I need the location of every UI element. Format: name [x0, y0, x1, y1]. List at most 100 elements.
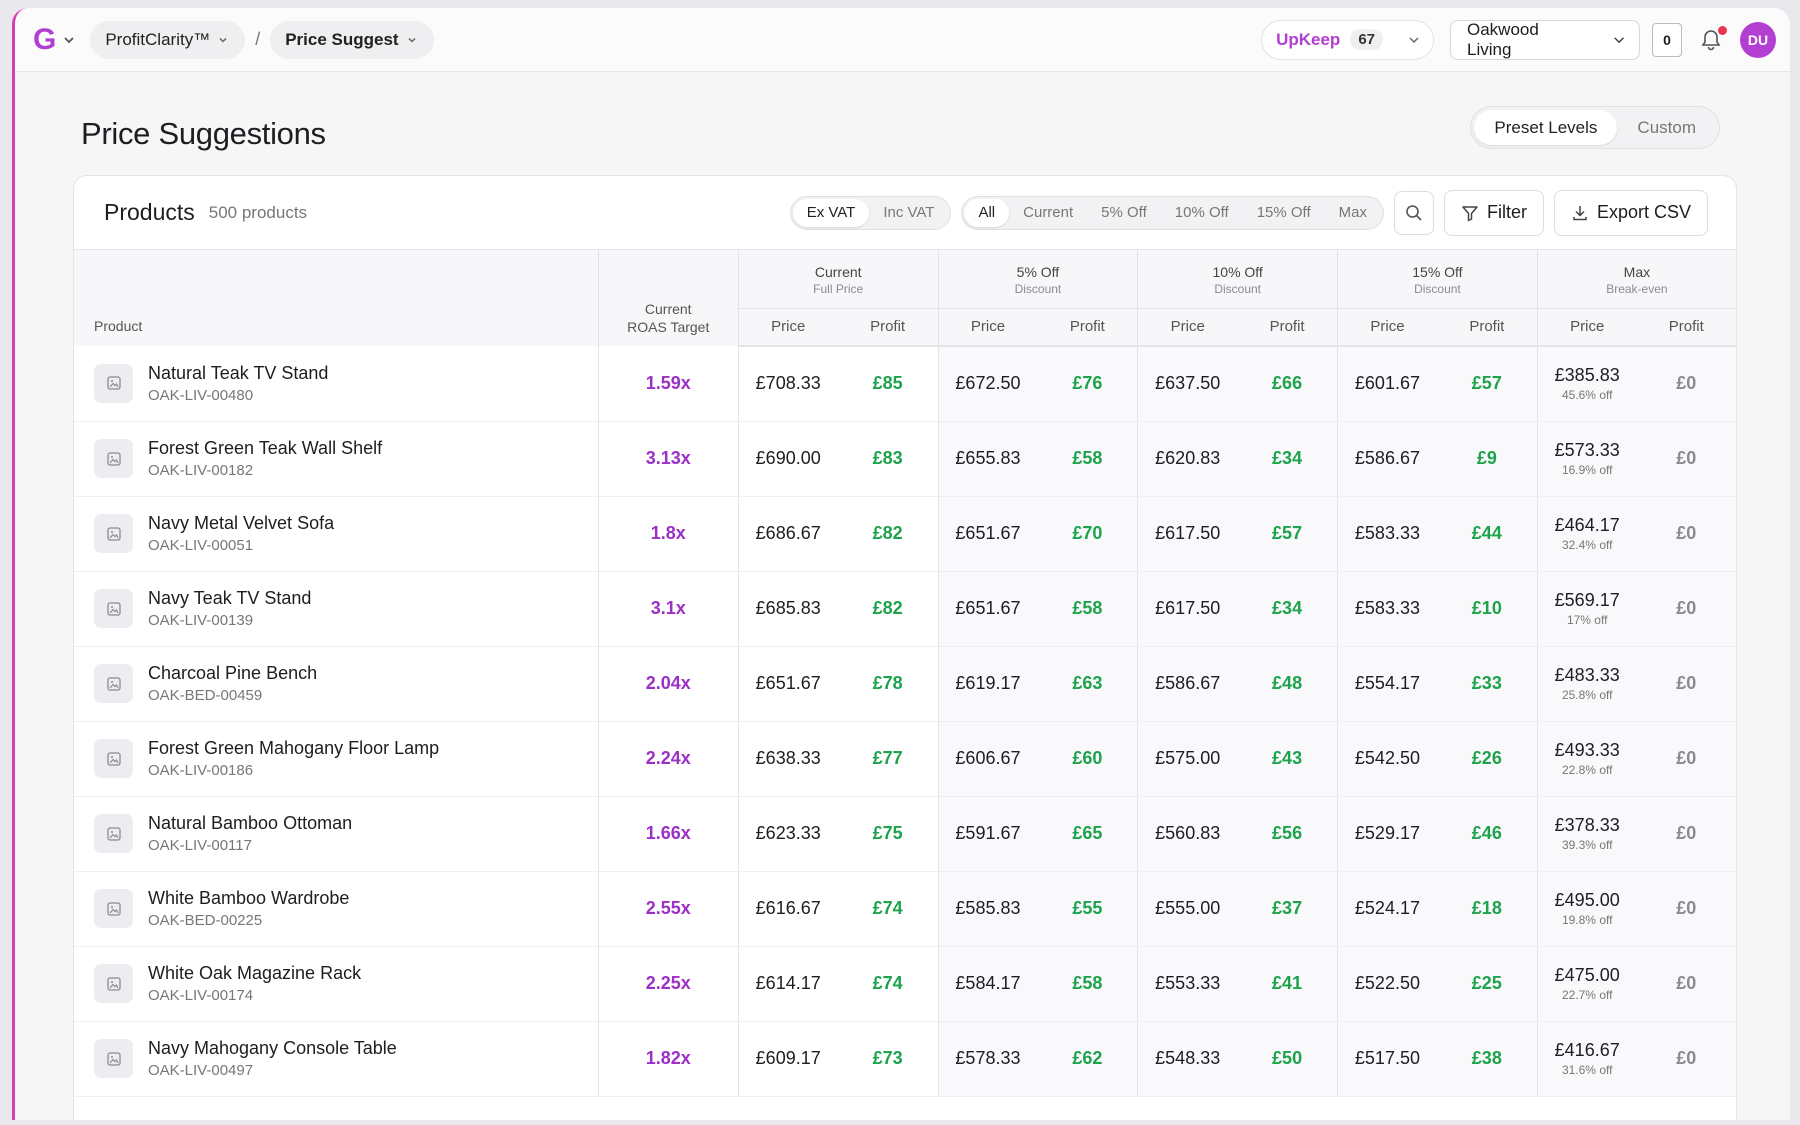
max-price-cell: £475.00 22.7% off — [1537, 946, 1637, 1022]
app-switcher[interactable]: G — [33, 24, 76, 55]
product-column-header[interactable]: Product — [74, 250, 599, 346]
product-cell[interactable]: Natural Bamboo Ottoman OAK-LIV-00117 — [74, 796, 599, 872]
cart-counter-button[interactable]: 0 — [1652, 22, 1682, 57]
vat-toggle: Ex VAT Inc VAT — [789, 195, 952, 230]
product-cell[interactable]: Charcoal Pine Bench OAK-BED-00459 — [74, 646, 599, 722]
level-option-max[interactable]: Max — [1338, 204, 1367, 221]
search-button[interactable] — [1393, 190, 1434, 235]
table-row[interactable]: Forest Green Mahogany Floor Lamp OAK-LIV-… — [74, 721, 1736, 797]
breadcrumb-section[interactable]: Price Suggest — [270, 20, 434, 59]
max-price-cell: £464.17 32.4% off — [1537, 496, 1637, 572]
profit-cell: £44 — [1436, 496, 1538, 572]
image-placeholder-icon — [106, 901, 121, 916]
table-row[interactable]: White Bamboo Wardrobe OAK-BED-00225 2.55x £… — [74, 871, 1736, 947]
product-cell[interactable]: White Bamboo Wardrobe OAK-BED-00225 — [74, 871, 599, 947]
profit-column-header[interactable]: Profit — [1037, 308, 1139, 347]
product-cell[interactable]: Navy Metal Velvet Sofa OAK-LIV-00051 — [74, 496, 599, 572]
table-row[interactable]: Charcoal Pine Bench OAK-BED-00459 2.04x £65… — [74, 646, 1736, 722]
upkeep-count-badge: 67 — [1350, 29, 1383, 50]
tab-custom[interactable]: Custom — [1637, 117, 1696, 137]
vat-option-ex[interactable]: Ex VAT — [792, 198, 870, 227]
bell-icon — [1701, 29, 1721, 50]
chevron-down-icon — [1409, 36, 1419, 43]
user-avatar[interactable]: DU — [1740, 21, 1776, 58]
price-cell: £524.17 — [1337, 871, 1437, 947]
price-cell: £548.33 — [1137, 1021, 1238, 1097]
product-cell[interactable]: Natural Teak TV Stand OAK-LIV-00480 — [74, 346, 599, 422]
table-row[interactable]: Natural Bamboo Ottoman OAK-LIV-00117 1.66x… — [74, 796, 1736, 872]
price-cell: £614.17 — [738, 946, 838, 1022]
level-option-current[interactable]: Current — [1023, 204, 1074, 221]
price-column-header[interactable]: Price — [938, 308, 1038, 347]
table-row[interactable]: Navy Teak TV Stand OAK-LIV-00139 3.1x £685.… — [74, 571, 1736, 647]
max-profit-cell: £0 — [1636, 721, 1736, 797]
notifications-button[interactable] — [1700, 25, 1727, 52]
price-cell: £609.17 — [738, 1021, 838, 1097]
profit-cell: £75 — [837, 796, 939, 872]
profit-cell: £34 — [1237, 421, 1339, 497]
roas-column-header[interactable]: Current ROAS Target — [598, 250, 739, 346]
max-discount-percent: 19.8% off — [1561, 913, 1613, 927]
vat-option-inc[interactable]: Inc VAT — [883, 204, 935, 221]
level-option-10-off[interactable]: 10% Off — [1174, 204, 1229, 221]
product-sku: OAK-LIV-00497 — [148, 1062, 254, 1079]
price-cell: £542.50 — [1337, 721, 1437, 797]
product-sku: OAK-LIV-00186 — [148, 762, 254, 779]
price-cell: £583.33 — [1337, 571, 1437, 647]
table-row[interactable]: White Oak Magazine Rack OAK-LIV-00174 2.25… — [74, 946, 1736, 1022]
level-option-all[interactable]: All — [964, 198, 1010, 227]
profit-cell: £66 — [1237, 346, 1339, 422]
max-price: £385.83 — [1554, 365, 1620, 386]
table-row[interactable]: Navy Mahogany Console Table OAK-LIV-00497… — [74, 1021, 1736, 1097]
max-price: £573.33 — [1554, 440, 1620, 460]
group-header-current: Current Full Price — [738, 250, 939, 309]
product-cell[interactable]: Navy Teak TV Stand OAK-LIV-00139 — [74, 571, 599, 647]
profit-cell: £58 — [1037, 421, 1139, 497]
product-thumbnail — [94, 739, 133, 778]
table-row[interactable]: Navy Metal Velvet Sofa OAK-LIV-00051 1.8x £… — [74, 496, 1736, 572]
roas-target: 2.04x — [598, 646, 739, 722]
products-card: Products 500 products Ex VAT Inc VAT All… — [73, 175, 1737, 1120]
filter-button[interactable]: Filter — [1443, 189, 1544, 236]
store-select[interactable]: Oakwood Living — [1450, 19, 1640, 60]
price-cell: £620.83 — [1137, 421, 1238, 497]
profit-column-header[interactable]: Profit — [837, 308, 939, 347]
roas-target: 1.66x — [598, 796, 739, 872]
price-cell: £638.33 — [738, 721, 838, 797]
price-cell: £517.50 — [1337, 1021, 1437, 1097]
level-option-5-off[interactable]: 5% Off — [1101, 204, 1147, 221]
price-column-header[interactable]: Price — [1337, 308, 1437, 347]
product-cell[interactable]: White Oak Magazine Rack OAK-LIV-00174 — [74, 946, 599, 1022]
price-cell: £553.33 — [1137, 946, 1238, 1022]
table-sub-header: Price Profit Price Profit Price Profit P… — [74, 308, 1736, 347]
profit-column-header[interactable]: Profit — [1636, 308, 1736, 347]
tab-preset-levels[interactable]: Preset Levels — [1474, 110, 1618, 145]
price-column-header[interactable]: Price — [1137, 308, 1238, 347]
max-profit-cell: £0 — [1636, 571, 1736, 647]
product-cell[interactable]: Forest Green Teak Wall Shelf OAK-LIV-0018… — [74, 421, 599, 497]
product-cell[interactable]: Forest Green Mahogany Floor Lamp OAK-LIV-… — [74, 721, 599, 797]
export-csv-button[interactable]: Export CSV — [1553, 189, 1708, 236]
price-cell: £690.00 — [738, 421, 838, 497]
profit-cell: £83 — [837, 421, 939, 497]
breadcrumb-app[interactable]: ProfitClarity™ — [90, 20, 246, 59]
price-cell: £655.83 — [938, 421, 1038, 497]
table-row[interactable]: Forest Green Teak Wall Shelf OAK-LIV-0018… — [74, 421, 1736, 497]
product-sku: OAK-LIV-00174 — [148, 987, 254, 1004]
price-column-header[interactable]: Price — [738, 308, 838, 347]
image-placeholder-icon — [106, 826, 121, 841]
level-option-15-off[interactable]: 15% Off — [1256, 204, 1311, 221]
price-column-header[interactable]: Price — [1537, 308, 1637, 347]
upkeep-dropdown[interactable]: UpKeep 67 — [1261, 19, 1434, 60]
product-cell[interactable]: Navy Mahogany Console Table OAK-LIV-00497 — [74, 1021, 599, 1097]
profit-column-header[interactable]: Profit — [1436, 308, 1538, 347]
breadcrumb-section-label: Price Suggest — [285, 29, 399, 49]
profit-cell: £77 — [837, 721, 939, 797]
profit-cell: £73 — [837, 1021, 939, 1097]
profit-cell: £78 — [837, 646, 939, 722]
profit-column-header[interactable]: Profit — [1237, 308, 1339, 347]
table-row[interactable]: Natural Teak TV Stand OAK-LIV-00480 1.59x £… — [74, 346, 1736, 422]
price-cell: £583.33 — [1337, 496, 1437, 572]
product-name: White Oak Magazine Rack — [148, 963, 362, 983]
max-price-cell: £378.33 39.3% off — [1537, 796, 1637, 872]
